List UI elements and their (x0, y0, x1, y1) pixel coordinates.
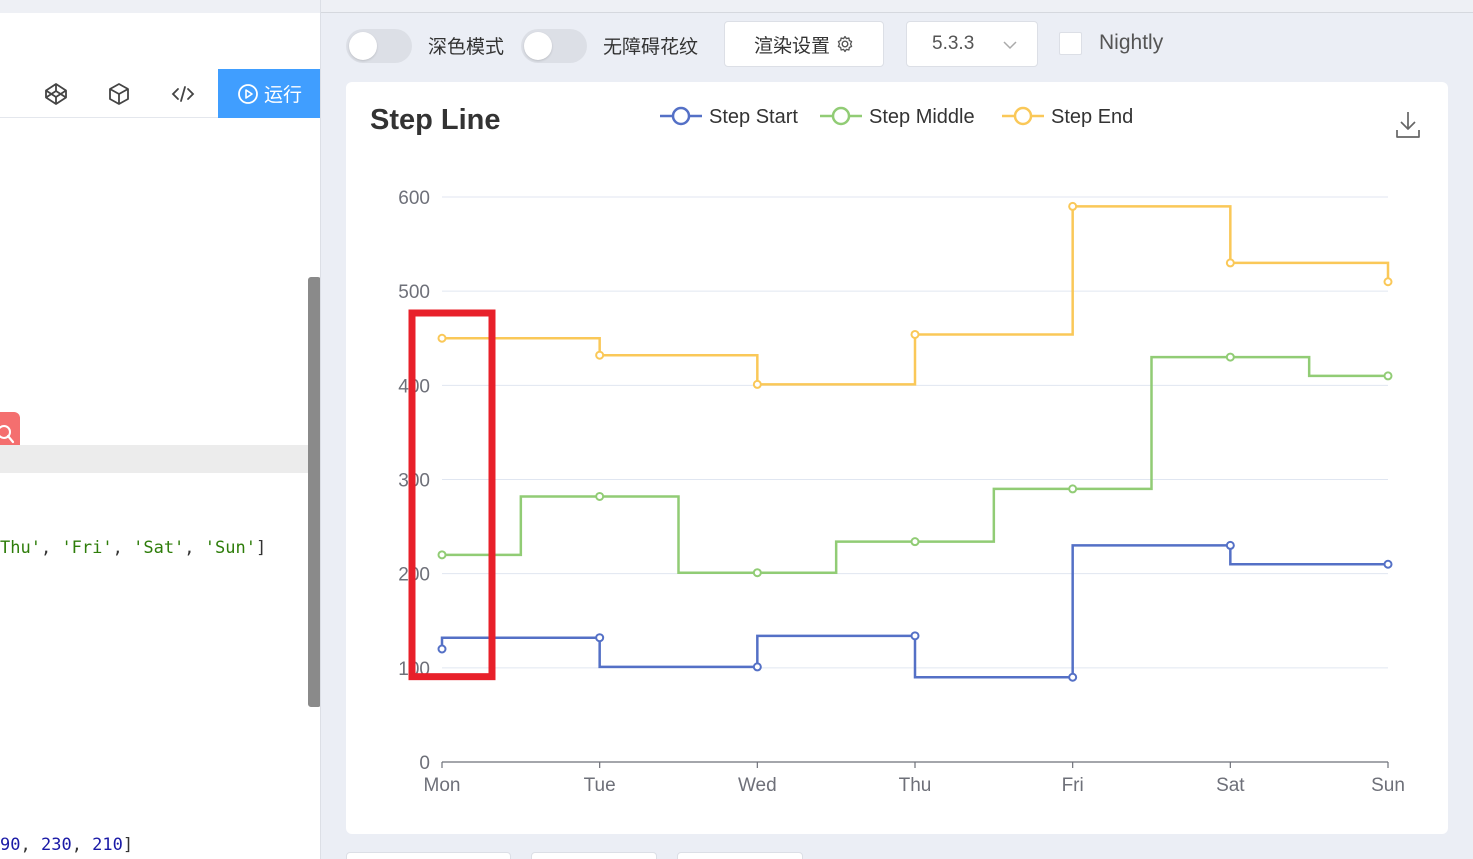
code-icon[interactable] (170, 81, 196, 107)
play-circle-icon (238, 83, 258, 104)
nightly-label: Nightly (1099, 31, 1164, 54)
x-tick-label: Sun (1371, 775, 1405, 796)
x-tick-label: Tue (584, 775, 616, 796)
chart-legend: Step Start Step Middle Step End (660, 106, 1133, 128)
legend-marker[interactable] (671, 106, 691, 126)
data-point[interactable] (752, 662, 762, 672)
data-point[interactable] (437, 333, 447, 343)
search-icon (0, 425, 15, 444)
y-tick-label: 0 (419, 753, 430, 774)
code-token: Thu' (0, 538, 41, 558)
nightly-checkbox[interactable] (1059, 32, 1082, 55)
step-line-chart: Step Line Step Start Step Middle Step End … (370, 104, 1420, 796)
x-tick-label: Thu (899, 775, 932, 796)
render-settings-label: 渲染设置 (753, 34, 830, 57)
data-point[interactable] (1225, 258, 1235, 268)
data-point[interactable] (910, 631, 920, 641)
data-point[interactable] (595, 491, 605, 501)
toggle-knob (349, 32, 377, 60)
legend-label[interactable]: Step Start (709, 106, 798, 128)
bottom-tab[interactable] (677, 852, 803, 859)
code-line-data: 90, 230, 210] (0, 835, 134, 855)
chart-grid (442, 196, 1388, 669)
data-point[interactable] (752, 379, 762, 389)
data-point[interactable] (1383, 277, 1393, 287)
code-token: 'Sun' (204, 538, 256, 558)
code-line-categories: Thu', 'Fri', 'Sat', 'Sun'] (0, 538, 267, 558)
data-point[interactable] (752, 568, 762, 578)
download-icon[interactable] (1396, 112, 1420, 138)
code-token: 230 (40, 835, 72, 855)
x-tick-label: Wed (738, 775, 777, 796)
highlight-box (408, 309, 496, 681)
data-point[interactable] (437, 644, 447, 654)
run-button[interactable]: 运行 (218, 69, 320, 118)
data-point[interactable] (1068, 484, 1078, 494)
accessibility-toggle[interactable] (521, 29, 587, 63)
data-point[interactable] (1383, 371, 1393, 381)
data-point[interactable] (437, 550, 447, 560)
editor-top-strip (0, 0, 320, 13)
toggle-knob (524, 32, 552, 60)
data-point[interactable] (1225, 540, 1235, 550)
bottom-tab[interactable] (346, 852, 511, 859)
legend-marker[interactable] (1013, 106, 1033, 126)
legend-label[interactable]: Step End (1051, 106, 1133, 128)
code-token: 210 (92, 835, 123, 855)
dark-mode-label: 深色模式 (428, 36, 505, 58)
version-value: 5.3.3 (932, 33, 975, 54)
version-select[interactable]: 5.3.3 (906, 21, 1038, 67)
y-tick-label: 500 (398, 282, 430, 303)
x-tick-label: Sat (1216, 775, 1245, 796)
data-point[interactable] (1225, 352, 1235, 362)
code-token: 'Sat' (133, 538, 185, 558)
run-button-label: 运行 (263, 84, 302, 106)
accessibility-label: 无障碍花纹 (603, 36, 699, 58)
data-point[interactable] (1383, 559, 1393, 569)
chart-title: Step Line (370, 104, 501, 136)
dark-mode-toggle[interactable] (346, 29, 412, 63)
code-token: 'Fri' (61, 538, 113, 558)
legend-marker[interactable] (831, 106, 851, 126)
data-point[interactable] (595, 350, 605, 360)
legend-label[interactable]: Step Middle (869, 106, 975, 128)
x-tick-label: Mon (424, 775, 461, 796)
code-editor-panel: 运行 Thu', 'Fri', 'Sat', 'Sun'] 90, 230, 2… (0, 0, 321, 859)
box-icon[interactable] (106, 81, 132, 107)
y-tick-label: 600 (398, 188, 430, 209)
x-tick-label: Fri (1062, 775, 1084, 796)
data-point[interactable] (910, 537, 920, 547)
editor-active-line (0, 445, 308, 473)
x-axis: Mon Tue Wed Thu Fri Sat Sun (424, 761, 1405, 796)
right-top-strip (321, 0, 1473, 13)
data-point[interactable] (1068, 672, 1078, 682)
data-point[interactable] (910, 329, 920, 339)
codepen-icon[interactable] (43, 81, 69, 107)
chart-card: Step Line Step Start Step Middle Step End … (346, 82, 1448, 834)
chart-series (437, 201, 1393, 682)
editor-scrollbar[interactable] (308, 277, 320, 707)
data-point[interactable] (1068, 201, 1078, 211)
code-token: 90 (0, 835, 21, 855)
data-point[interactable] (595, 633, 605, 643)
bottom-tab[interactable] (531, 852, 657, 859)
editor-toolbar: 运行 (0, 69, 320, 118)
gear-icon (837, 35, 853, 53)
render-settings-button[interactable]: 渲染设置 (724, 21, 884, 67)
chevron-down-icon (1003, 41, 1017, 50)
series-line-0 (440, 544, 1388, 679)
